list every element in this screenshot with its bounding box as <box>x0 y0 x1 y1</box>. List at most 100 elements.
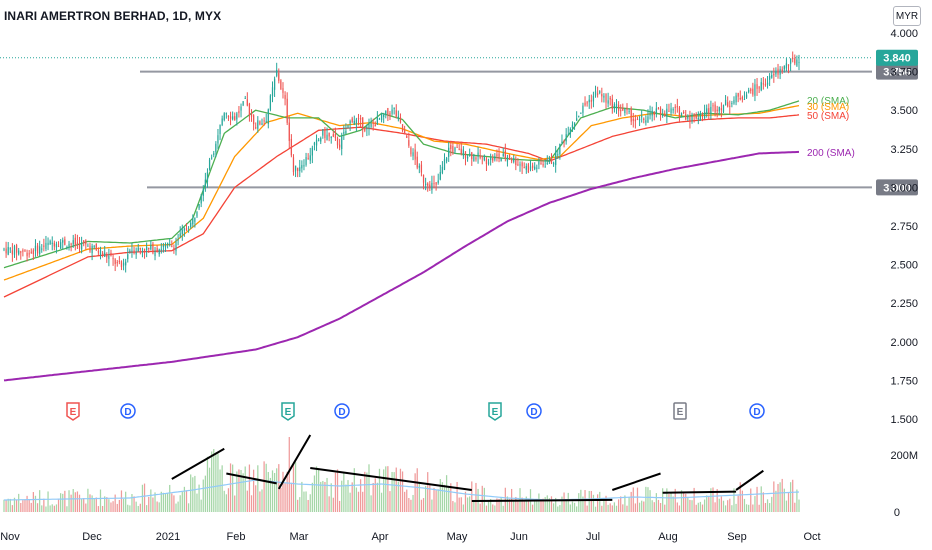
candle-body <box>294 165 297 171</box>
volume-bar <box>416 468 418 512</box>
volume-bar <box>412 494 414 512</box>
volume-bar <box>609 503 611 512</box>
volume-bar <box>204 475 206 512</box>
candle-body <box>685 114 687 120</box>
candle-body <box>445 157 448 162</box>
volume-bar <box>397 481 399 512</box>
volume-bar <box>632 487 634 512</box>
price-tick-label: 3.500 <box>890 105 918 117</box>
candle-body <box>529 166 532 170</box>
candle-body <box>424 183 427 186</box>
candle-body <box>223 113 225 121</box>
volume-bar <box>267 472 269 512</box>
volume-bar <box>620 496 622 512</box>
volume-bar <box>158 502 160 512</box>
volume-bar <box>521 497 523 512</box>
volume-bar <box>783 488 785 512</box>
volume-bar <box>546 495 548 512</box>
candle-body <box>649 113 651 116</box>
ma-labels: 20 (SMA)30 (SMA)50 (SMA) 200 (SMA) <box>807 96 855 159</box>
candle-body <box>383 114 385 117</box>
candle-body <box>745 94 748 98</box>
price-tick-label: 4.000 <box>890 28 918 40</box>
volume-bar <box>125 491 127 512</box>
candle-body <box>475 157 477 160</box>
candle-body <box>99 250 102 256</box>
candle-body <box>261 123 263 126</box>
candle-body <box>735 95 737 103</box>
volume-bar <box>206 456 209 512</box>
candle-body <box>380 113 383 121</box>
candle-body <box>708 108 710 114</box>
volume-bar <box>30 502 32 512</box>
candle-body <box>309 155 311 161</box>
candle-body <box>563 140 565 143</box>
candle-body <box>108 255 110 259</box>
volume-bar <box>198 484 200 512</box>
candle-body <box>347 125 349 129</box>
candle-body <box>422 174 425 183</box>
candle-body <box>508 154 511 160</box>
candle-body <box>473 155 475 162</box>
volume-bar <box>441 482 444 512</box>
volume-bar <box>18 493 20 512</box>
volume-bar <box>263 461 265 512</box>
volume-bar <box>542 498 544 512</box>
candle-body <box>286 98 288 123</box>
candle-body <box>408 140 410 146</box>
volume-bar <box>315 466 318 512</box>
candle-body <box>464 151 467 158</box>
candle-body <box>521 162 523 167</box>
event-marker-label: E <box>70 407 77 418</box>
candle-body <box>689 115 691 121</box>
volume-bar <box>307 499 309 512</box>
candle-body <box>68 243 70 247</box>
candle-body <box>39 246 41 254</box>
candle-body <box>3 248 5 250</box>
candle-body <box>462 149 465 157</box>
volume-bar <box>148 496 150 512</box>
candle-body <box>672 109 674 111</box>
candle-body <box>634 119 637 122</box>
volume-bar <box>617 499 620 512</box>
candle-body <box>303 165 305 167</box>
candle-body <box>349 121 351 124</box>
candle-body <box>45 242 47 250</box>
candle-body <box>427 183 429 186</box>
volume-ma-line <box>4 479 800 501</box>
level-price-tag <box>876 179 918 196</box>
candle-body <box>624 108 626 113</box>
currency-button[interactable]: MYR <box>893 6 921 26</box>
volume-bar <box>404 491 406 512</box>
candle-body <box>114 259 116 264</box>
candle-body <box>680 113 683 118</box>
candle-body <box>500 157 502 162</box>
volume-bar <box>152 497 154 512</box>
candle-body <box>632 118 634 121</box>
candle-body <box>74 237 76 246</box>
volume-bar <box>498 498 500 512</box>
candle-body <box>328 132 330 137</box>
volume-bar <box>548 498 551 512</box>
candle-body <box>53 242 55 247</box>
volume-bar <box>676 502 678 512</box>
volume-bar <box>185 490 188 512</box>
volume-bar <box>288 437 290 512</box>
volume-bar <box>372 482 374 512</box>
volume-bar <box>380 492 383 512</box>
volume-bar <box>276 468 278 512</box>
candle-body <box>9 248 11 250</box>
volume-bar <box>282 471 284 512</box>
candle-body <box>628 110 630 112</box>
candle-body <box>221 118 223 125</box>
volume-bar <box>792 479 794 512</box>
candle-body <box>41 248 43 250</box>
candle-body <box>169 243 171 246</box>
volume-bar <box>181 491 183 512</box>
candle-body <box>703 112 706 119</box>
volume-bar <box>508 499 511 512</box>
candle-body <box>716 109 718 112</box>
volume-bar <box>538 493 540 512</box>
candle-body <box>20 251 22 253</box>
